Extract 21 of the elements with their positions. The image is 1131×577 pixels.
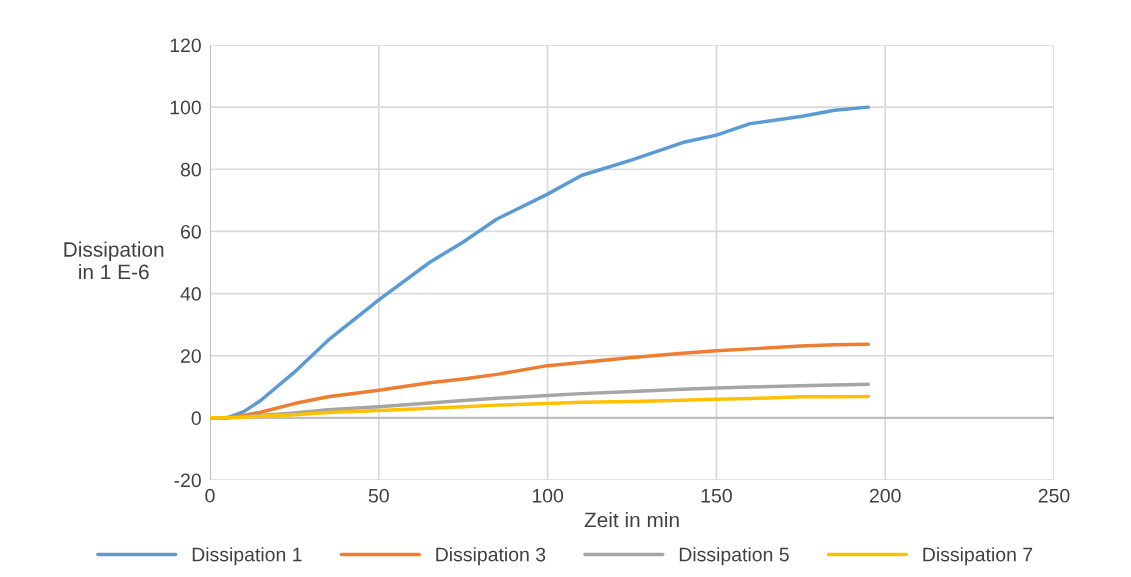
- x-tick-label: 200: [869, 488, 901, 503]
- y-tick-label: 40: [180, 287, 201, 301]
- line-series: [210, 394, 871, 420]
- y-tick-label: 20: [181, 349, 201, 363]
- y-tick-label: -20: [174, 473, 201, 488]
- x-tick-label: 100: [532, 488, 564, 503]
- y-axis-title: Dissipation in 1 E-6: [64, 241, 164, 280]
- x-tick-label: 50: [368, 488, 389, 503]
- legend-label: Dissipation 5: [679, 547, 789, 566]
- y-tick-label: 120: [170, 38, 201, 53]
- y-tick-label: 100: [170, 100, 201, 115]
- x-tick-label: 0: [205, 488, 215, 503]
- y-tick-label: 60: [181, 224, 201, 239]
- x-tick-label: 150: [701, 488, 732, 503]
- legend-label: Dissipation 7: [923, 547, 1033, 566]
- y-tick-label: 80: [180, 162, 201, 177]
- x-tick-label: 250: [1038, 488, 1070, 503]
- y-tick-label: 0: [191, 411, 201, 426]
- legend-label: Dissipation 3: [436, 547, 546, 566]
- legend-label: Dissipation 1: [192, 547, 302, 566]
- x-axis-title: Zeit in min: [584, 512, 679, 528]
